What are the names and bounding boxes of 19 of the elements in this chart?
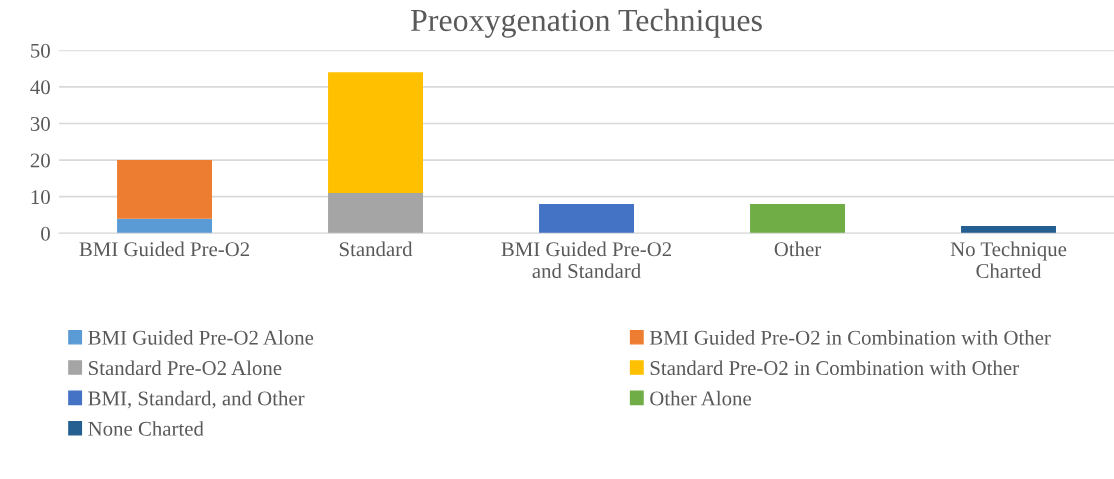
x-tick-label: BMI Guided Pre-O2 [79,241,250,257]
chart-title: Preoxygenation Techniques [410,8,762,38]
x-tick-label: Other [774,241,822,257]
x-tick-label: BMI Guided Pre-O2 and Standard [501,241,672,279]
legend-label: Standard Pre-O2 in Combination with Other [650,360,1019,376]
legend-label: Other Alone [650,390,751,406]
y-tick-label: 50 [31,43,50,58]
y-tick-label: 0 [41,226,50,241]
legend-label: BMI Guided Pre-O2 Alone [88,330,314,345]
legend-label: None Charted [88,421,204,436]
y-tick-label: 40 [30,80,50,95]
x-tick-label: Standard [339,241,413,257]
legend-label: BMI Guided Pre-O2 in Combination with Other [649,330,1051,345]
legend-label: Standard Pre-O2 Alone [89,360,282,376]
x-tick-label: No Technique Charted [950,241,1067,279]
y-tick-label: 30 [30,116,50,131]
y-tick-label: 20 [30,153,50,168]
legend-label: BMI, Standard, and Other [88,390,305,409]
y-tick-label: 10 [31,190,50,205]
